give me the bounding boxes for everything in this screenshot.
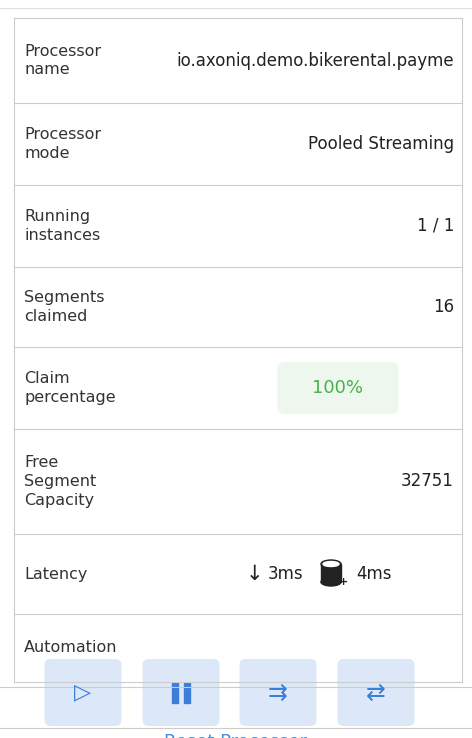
Text: ▷: ▷ — [75, 683, 92, 703]
Text: Processor: Processor — [24, 44, 101, 58]
FancyBboxPatch shape — [278, 362, 398, 414]
Text: percentage: percentage — [24, 390, 116, 405]
Text: ⇄: ⇄ — [366, 680, 386, 705]
Text: Reset Processor: Reset Processor — [165, 733, 307, 738]
Text: 32751: 32751 — [401, 472, 454, 491]
Text: ↓: ↓ — [246, 564, 263, 584]
FancyBboxPatch shape — [143, 659, 219, 726]
Text: ⇉: ⇉ — [268, 680, 288, 705]
Text: Segments: Segments — [24, 290, 104, 305]
Bar — [184, 683, 190, 703]
Text: 100%: 100% — [312, 379, 363, 397]
FancyBboxPatch shape — [44, 659, 121, 726]
Text: 3ms: 3ms — [268, 565, 303, 583]
Bar — [321, 564, 341, 582]
Ellipse shape — [321, 560, 341, 568]
Text: claimed: claimed — [24, 309, 87, 324]
Text: 4ms: 4ms — [356, 565, 391, 583]
Text: Segment: Segment — [24, 474, 96, 489]
Bar — [172, 683, 178, 703]
Ellipse shape — [323, 562, 339, 567]
Text: 16: 16 — [433, 298, 454, 316]
Text: Pooled Streaming: Pooled Streaming — [308, 135, 454, 153]
Text: Running: Running — [24, 209, 90, 224]
Text: Processor: Processor — [24, 127, 101, 142]
Text: Latency: Latency — [24, 567, 87, 582]
Text: Automation: Automation — [24, 641, 118, 655]
Text: Capacity: Capacity — [24, 493, 94, 508]
Text: io.axoniq.demo.bikerental.payme: io.axoniq.demo.bikerental.payme — [177, 52, 454, 69]
Text: 1 / 1: 1 / 1 — [417, 217, 454, 235]
Text: +: + — [339, 577, 349, 587]
Text: Free: Free — [24, 455, 58, 470]
Text: instances: instances — [24, 228, 100, 243]
FancyBboxPatch shape — [337, 659, 414, 726]
Text: Claim: Claim — [24, 371, 70, 386]
Text: name: name — [24, 63, 70, 77]
Text: mode: mode — [24, 146, 69, 161]
FancyBboxPatch shape — [239, 659, 317, 726]
Ellipse shape — [321, 578, 341, 586]
